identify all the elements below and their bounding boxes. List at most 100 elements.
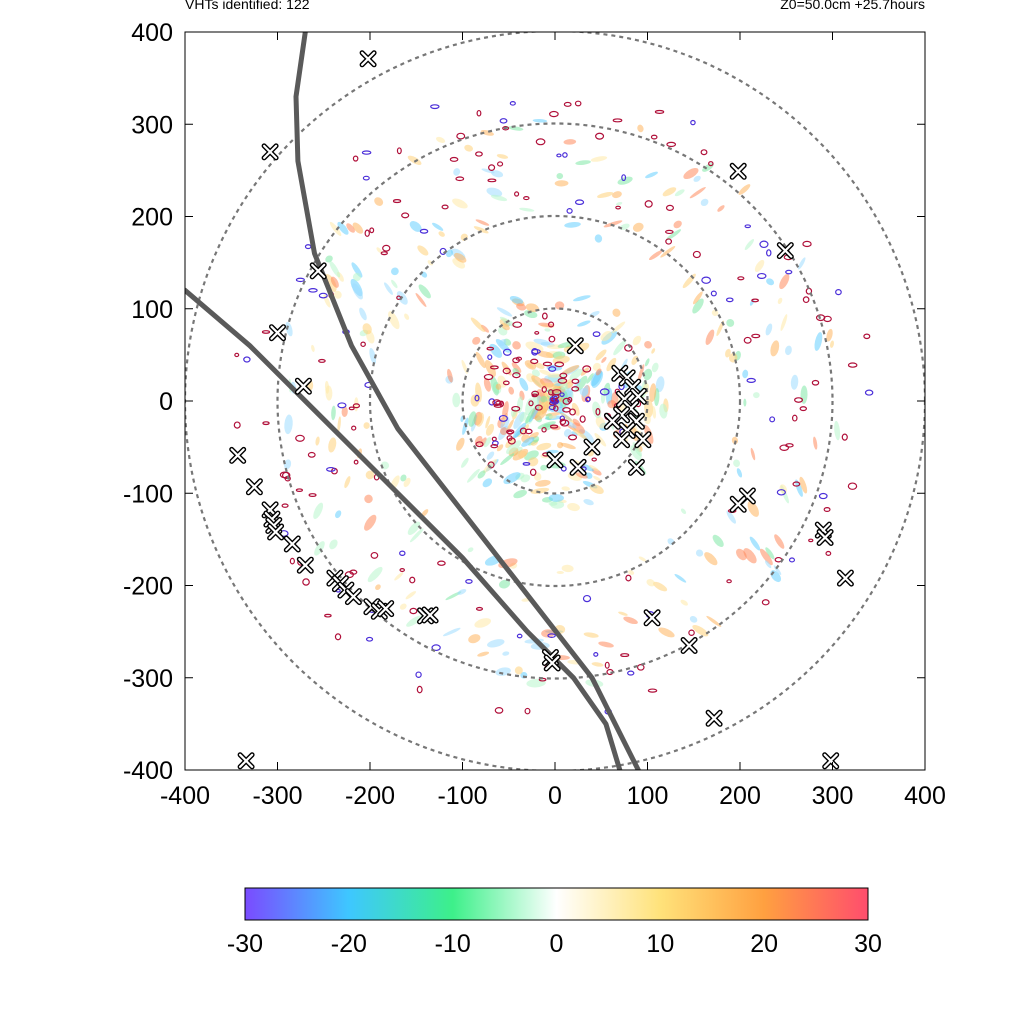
contour-cell (559, 392, 565, 398)
field-blob (814, 332, 823, 351)
field-blob (486, 187, 503, 197)
contour-cell (743, 336, 752, 344)
vht-marker (603, 412, 621, 430)
field-blob (613, 340, 626, 356)
field-blob (539, 369, 551, 376)
field-blob (774, 534, 785, 549)
field-blob (521, 436, 535, 447)
contour-cell (726, 579, 732, 584)
contour-cell (559, 372, 568, 379)
y-tick-label: 200 (131, 204, 173, 232)
field-blob (548, 415, 557, 419)
field-blob (500, 427, 508, 436)
contour-cell (744, 224, 752, 229)
contour-cell (627, 670, 635, 676)
contour-cell (785, 269, 793, 275)
field-blob (337, 416, 341, 433)
field-blob (601, 356, 607, 363)
contour-cell (399, 550, 406, 556)
y-tick-label: -200 (123, 573, 173, 601)
field-blob (486, 451, 495, 460)
field-blob (548, 494, 564, 502)
contour-cell (493, 403, 503, 408)
contour-cell (579, 415, 586, 423)
contour-cell (399, 568, 405, 573)
contour-cell (802, 240, 812, 248)
vht-marker (836, 569, 854, 587)
field-blob (512, 448, 529, 461)
field-blob (528, 457, 539, 467)
field-blob (461, 457, 469, 468)
field-blob (404, 313, 410, 320)
contour-cell (701, 276, 712, 284)
contour-cell (476, 109, 482, 117)
contour-cell (547, 389, 554, 396)
contour-cell (415, 671, 422, 678)
contour-cell (487, 178, 497, 183)
field-blob (662, 187, 677, 197)
x-tick-label: -100 (437, 782, 487, 810)
contour-cell (559, 419, 570, 427)
contour-cell (574, 199, 585, 206)
contour-cell (491, 436, 497, 442)
contour-cell (519, 427, 527, 435)
contour-cell (529, 468, 537, 477)
vht-marker (583, 438, 601, 456)
field-blob (795, 479, 803, 497)
colorbar-tick-label: -20 (331, 930, 367, 958)
contour-cell (348, 406, 355, 411)
vht-marker (546, 451, 564, 469)
contour-cell (490, 444, 499, 449)
colorbar-tick-label: 30 (854, 930, 882, 958)
field-blob (464, 144, 473, 152)
vht-marker (344, 588, 362, 606)
field-blob (680, 599, 688, 606)
field-blob (588, 464, 599, 472)
contour-cell (326, 466, 336, 472)
field-blob (495, 383, 502, 390)
contour-cell (281, 503, 289, 508)
contour-cell (582, 594, 592, 603)
field-blob (554, 180, 569, 187)
field-blob (337, 221, 349, 235)
contour-cell (615, 205, 621, 210)
field-blob (532, 119, 548, 123)
field-blob (632, 335, 642, 346)
field-blob (490, 194, 508, 202)
field-blob (577, 320, 591, 327)
contour-cell (295, 277, 305, 283)
contour-cell (779, 444, 790, 451)
contour-cell (498, 414, 508, 422)
field-blob (743, 548, 757, 564)
contour-cell (542, 361, 553, 367)
contour-cell (502, 380, 510, 386)
field-blob (567, 502, 580, 512)
vht-marker (618, 369, 636, 387)
vht-marker (543, 654, 561, 672)
field-blob (474, 618, 492, 628)
field-blob (651, 362, 659, 373)
field-blob (391, 279, 398, 289)
field-blob (519, 377, 529, 391)
contour-cell (535, 138, 546, 146)
field-blob (369, 348, 377, 365)
contour-cell (562, 397, 571, 405)
vht-marker (566, 337, 584, 355)
field-blob (329, 221, 342, 237)
contour-cell (571, 386, 580, 392)
contour-cell (541, 386, 547, 393)
vht-marker (309, 262, 327, 280)
y-tick-label: -300 (123, 665, 173, 693)
contour-cell (808, 538, 814, 543)
field-blob (571, 402, 580, 416)
field-blob (508, 386, 515, 395)
contour-cell (506, 430, 513, 435)
contour-cell (243, 356, 251, 363)
contour-cell (308, 493, 317, 497)
contour-cell (595, 408, 601, 416)
field-blob (649, 383, 657, 402)
field-blob (467, 547, 474, 553)
contour-cell (604, 661, 610, 669)
y-tick-label: 0 (159, 388, 173, 416)
contour-cell (491, 440, 499, 446)
